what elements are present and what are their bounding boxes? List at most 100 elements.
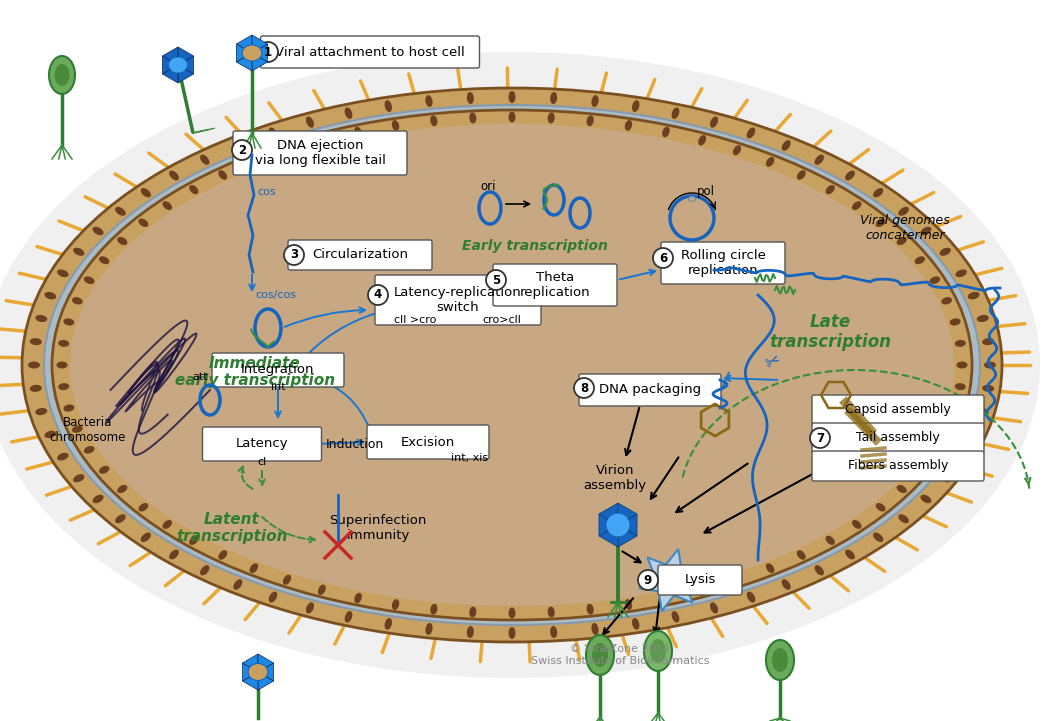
Ellipse shape xyxy=(662,593,669,603)
Ellipse shape xyxy=(64,404,74,412)
Ellipse shape xyxy=(508,608,516,619)
FancyBboxPatch shape xyxy=(812,395,984,425)
Ellipse shape xyxy=(929,276,941,284)
Ellipse shape xyxy=(982,338,994,345)
Ellipse shape xyxy=(268,128,278,138)
Ellipse shape xyxy=(710,117,718,128)
Ellipse shape xyxy=(733,145,741,155)
Ellipse shape xyxy=(688,197,695,201)
FancyBboxPatch shape xyxy=(212,353,345,387)
Ellipse shape xyxy=(72,297,82,304)
Polygon shape xyxy=(618,514,637,536)
Ellipse shape xyxy=(984,361,996,368)
Ellipse shape xyxy=(915,466,925,474)
Ellipse shape xyxy=(797,170,806,180)
Polygon shape xyxy=(242,672,258,690)
Ellipse shape xyxy=(469,112,476,123)
Ellipse shape xyxy=(354,593,362,603)
Ellipse shape xyxy=(469,606,476,618)
Ellipse shape xyxy=(746,128,755,138)
Ellipse shape xyxy=(940,248,951,256)
Polygon shape xyxy=(252,44,267,62)
Ellipse shape xyxy=(139,503,148,511)
Ellipse shape xyxy=(306,602,314,614)
Ellipse shape xyxy=(189,185,198,194)
Ellipse shape xyxy=(508,112,516,123)
Text: Lysis: Lysis xyxy=(684,573,716,586)
Ellipse shape xyxy=(852,520,861,528)
Ellipse shape xyxy=(73,474,85,482)
Ellipse shape xyxy=(234,140,242,151)
Circle shape xyxy=(487,270,506,290)
Ellipse shape xyxy=(283,575,291,585)
Ellipse shape xyxy=(242,45,262,61)
FancyBboxPatch shape xyxy=(367,425,489,459)
Ellipse shape xyxy=(921,495,931,503)
Circle shape xyxy=(284,245,304,265)
Text: Theta
replication: Theta replication xyxy=(520,271,590,299)
Circle shape xyxy=(810,428,830,448)
Ellipse shape xyxy=(782,579,790,590)
Ellipse shape xyxy=(950,319,960,325)
Polygon shape xyxy=(236,35,252,53)
Polygon shape xyxy=(163,47,177,65)
FancyBboxPatch shape xyxy=(493,264,617,306)
Polygon shape xyxy=(177,65,193,83)
Ellipse shape xyxy=(698,585,706,595)
Text: ori: ori xyxy=(480,180,496,193)
Text: Excision: Excision xyxy=(401,435,455,448)
Text: Capsid assembly: Capsid assembly xyxy=(846,404,951,417)
Ellipse shape xyxy=(845,171,855,180)
Ellipse shape xyxy=(632,100,639,112)
Polygon shape xyxy=(258,654,274,672)
FancyBboxPatch shape xyxy=(203,427,322,461)
Ellipse shape xyxy=(72,425,82,433)
Polygon shape xyxy=(618,525,637,547)
Polygon shape xyxy=(252,53,267,71)
Ellipse shape xyxy=(782,140,790,151)
Text: Superinfection
immunity: Superinfection immunity xyxy=(329,514,427,542)
Ellipse shape xyxy=(929,446,941,454)
Text: Latent
transcription: Latent transcription xyxy=(176,512,288,544)
Ellipse shape xyxy=(58,340,69,347)
Ellipse shape xyxy=(852,201,861,210)
Ellipse shape xyxy=(915,256,925,264)
Ellipse shape xyxy=(425,623,432,635)
Ellipse shape xyxy=(163,520,172,528)
Ellipse shape xyxy=(873,533,883,542)
Circle shape xyxy=(652,248,673,268)
Polygon shape xyxy=(258,672,274,690)
Ellipse shape xyxy=(93,495,103,503)
Circle shape xyxy=(367,285,388,305)
Ellipse shape xyxy=(384,618,392,629)
Ellipse shape xyxy=(70,124,954,606)
Ellipse shape xyxy=(710,602,718,614)
Ellipse shape xyxy=(548,606,554,618)
Ellipse shape xyxy=(898,207,909,216)
Ellipse shape xyxy=(200,154,210,165)
Ellipse shape xyxy=(733,575,741,585)
Ellipse shape xyxy=(169,58,187,73)
Text: Viral genomes
concatermer: Viral genomes concatermer xyxy=(860,214,950,242)
FancyBboxPatch shape xyxy=(233,131,407,175)
FancyBboxPatch shape xyxy=(661,242,785,284)
Ellipse shape xyxy=(141,533,151,542)
Text: 8: 8 xyxy=(579,381,588,394)
Ellipse shape xyxy=(873,188,883,198)
Text: Bacteria
chromosome: Bacteria chromosome xyxy=(50,416,126,444)
Circle shape xyxy=(258,42,278,62)
Ellipse shape xyxy=(950,404,960,412)
Ellipse shape xyxy=(467,92,474,104)
Text: cll >cro: cll >cro xyxy=(394,315,436,325)
Ellipse shape xyxy=(897,237,907,245)
Text: Immediate
early transcription: Immediate early transcription xyxy=(175,355,335,388)
Ellipse shape xyxy=(826,185,835,194)
Ellipse shape xyxy=(968,430,979,438)
Polygon shape xyxy=(236,53,252,71)
Polygon shape xyxy=(258,663,274,681)
Ellipse shape xyxy=(772,648,788,672)
Polygon shape xyxy=(177,47,193,65)
Ellipse shape xyxy=(117,485,127,493)
Ellipse shape xyxy=(797,550,806,559)
Ellipse shape xyxy=(977,408,989,415)
